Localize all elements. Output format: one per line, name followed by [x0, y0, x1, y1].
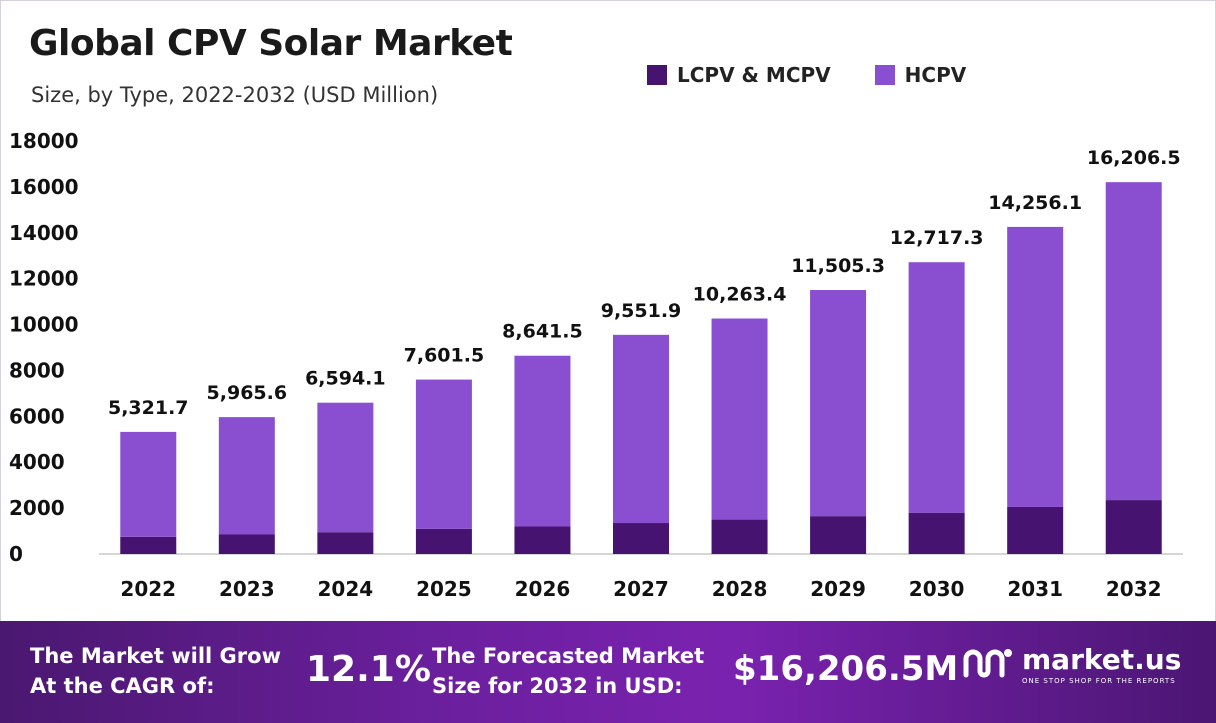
legend-label-lcpv: LCPV & MCPV	[677, 63, 831, 87]
footer-banner: The Market will Grow At the CAGR of: 12.…	[0, 621, 1216, 723]
market-us-wordmark: market.us ONE STOP SHOP FOR THE REPORTS	[1022, 643, 1182, 686]
bar-lcpv-mcpv	[415, 528, 472, 554]
bar-lcpv-mcpv	[317, 532, 374, 554]
bar-hcpv	[711, 318, 768, 520]
bar-total-label: 14,256.1	[988, 192, 1082, 214]
x-tick-label: 2032	[1106, 577, 1162, 601]
forecast-caption: The Forecasted Market Size for 2032 in U…	[432, 641, 704, 701]
bar-lcpv-mcpv	[908, 512, 965, 554]
chart-title: Global CPV Solar Market	[29, 23, 513, 64]
chart-legend: LCPV & MCPV HCPV	[647, 63, 966, 87]
x-tick-label: 2027	[613, 577, 669, 601]
forecast-caption-line2: Size for 2032 in USD:	[432, 674, 683, 698]
bar-lcpv-mcpv	[1105, 500, 1162, 554]
x-tick-label: 2026	[515, 577, 571, 601]
bar-hcpv	[1007, 226, 1064, 507]
bar-lcpv-mcpv	[613, 523, 669, 554]
x-tick-label: 2023	[219, 577, 275, 601]
bar-hcpv	[1105, 182, 1162, 501]
cagr-caption-line1: The Market will Grow	[30, 644, 281, 668]
chart-subtitle: Size, by Type, 2022-2032 (USD Million)	[31, 83, 439, 107]
cagr-caption-line2: At the CAGR of:	[30, 674, 215, 698]
bar-hcpv	[218, 417, 275, 535]
cagr-value: 12.1%	[306, 649, 431, 690]
market-us-logo-icon	[963, 649, 1012, 678]
market-us-logo: market.us ONE STOP SHOP FOR THE REPORTS	[962, 645, 1181, 685]
y-tick-label: 4000	[9, 450, 65, 474]
bar-total-label: 8,641.5	[502, 321, 583, 343]
y-tick-label: 14000	[9, 221, 79, 245]
brand-tagline: ONE STOP SHOP FOR THE REPORTS	[1022, 677, 1176, 685]
bar-total-label: 9,551.9	[601, 300, 682, 322]
bar-lcpv-mcpv	[810, 516, 867, 554]
bar-lcpv-mcpv	[514, 526, 571, 554]
y-tick-label: 8000	[9, 358, 65, 382]
x-tick-label: 2025	[416, 577, 472, 601]
bar-hcpv	[415, 379, 472, 529]
brand-name: market.us	[1022, 643, 1182, 676]
y-tick-label: 2000	[9, 496, 65, 520]
bar-total-label: 11,505.3	[791, 255, 885, 277]
bar-total-label: 5,321.7	[108, 397, 189, 419]
bar-hcpv	[120, 431, 177, 537]
y-tick-label: 10000	[9, 313, 79, 337]
y-tick-label: 0	[9, 542, 23, 566]
forecast-caption-line1: The Forecasted Market	[432, 644, 705, 668]
bar-lcpv-mcpv	[218, 534, 275, 554]
bar-total-label: 5,965.6	[207, 382, 288, 404]
x-tick-label: 2024	[318, 577, 374, 601]
y-tick-label: 6000	[9, 404, 65, 428]
bar-total-label: 10,263.4	[693, 284, 787, 306]
bar-hcpv	[613, 334, 669, 524]
y-tick-label: 12000	[9, 267, 79, 291]
legend-swatch-hcpv	[874, 65, 895, 85]
cagr-caption: The Market will Grow At the CAGR of:	[30, 641, 281, 701]
legend-label-hcpv: HCPV	[904, 63, 967, 87]
legend-swatch-lcpv	[647, 65, 667, 85]
bar-chart: 0 2000 4000 6000 8000 10000 12000 14000 16000 180…	[9, 129, 1183, 601]
bar-hcpv	[317, 402, 374, 533]
x-tick-label: 2030	[909, 577, 965, 601]
bar-hcpv	[810, 290, 867, 517]
bar-hcpv	[514, 355, 571, 527]
bar-lcpv-mcpv	[711, 519, 768, 554]
bar-total-label: 12,717.3	[890, 227, 984, 249]
bar-total-label: 7,601.5	[404, 345, 485, 367]
x-tick-label: 2031	[1007, 577, 1063, 601]
legend-item-lcpv: LCPV & MCPV	[647, 63, 831, 87]
x-tick-label: 2022	[120, 577, 176, 601]
bar-hcpv	[908, 262, 965, 513]
forecast-value: $16,206.5M	[733, 649, 959, 689]
y-tick-label: 18000	[9, 129, 79, 153]
bar-total-label: 16,206.5	[1087, 147, 1181, 169]
bar-lcpv-mcpv	[1007, 506, 1064, 554]
bar-lcpv-mcpv	[120, 536, 177, 554]
x-tick-label: 2028	[712, 577, 768, 601]
bar-total-label: 6,594.1	[305, 368, 386, 390]
legend-item-hcpv: HCPV	[874, 63, 967, 87]
y-tick-label: 16000	[9, 175, 79, 199]
x-tick-label: 2029	[810, 577, 866, 601]
